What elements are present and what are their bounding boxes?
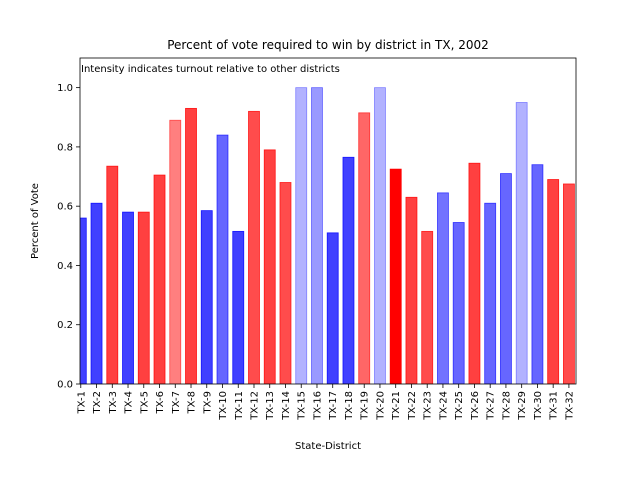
x-axis-title: State-District [295,441,361,452]
bar-TX-25 [452,222,465,384]
bar-TX-27 [484,202,497,384]
x-tick-label-TX-6: TX-6 [155,391,166,414]
x-tick-label-TX-11: TX-11 [234,391,245,421]
bar-TX-5 [137,211,150,384]
x-axis: TX-1 TX-2 TX-3 TX-4 TX-5 TX-6 TX-7 TX-8 TX-9 TX-1… [76,384,575,421]
y-axis-title: Percent of Vote [30,183,41,259]
bar-TX-4 [122,211,134,384]
bar-TX-12 [248,110,260,384]
x-tick-label-TX-18: TX-18 [344,391,355,421]
bar-TX-6 [153,174,166,384]
x-tick-label-TX-8: TX-8 [187,391,198,414]
x-tick-label-TX-7: TX-7 [171,391,182,414]
x-tick-label-TX-22: TX-22 [407,391,418,421]
bar-TX-15 [295,87,308,384]
bar-TX-24 [437,192,449,384]
x-tick-label-TX-29: TX-29 [517,391,528,421]
bar-TX-13 [263,149,276,384]
bar-TX-1 [80,217,87,384]
bar-TX-7 [169,119,182,384]
x-tick-label-TX-2: TX-2 [92,391,103,414]
x-tick-label-TX-21: TX-21 [391,391,402,421]
x-tick-label-TX-25: TX-25 [454,391,465,421]
bar-TX-14 [279,182,292,384]
y-tick-label: 1.0 [57,83,73,94]
y-tick-label: 0.8 [57,142,73,153]
bar-TX-28 [500,173,512,384]
bar-TX-30 [531,164,544,384]
x-tick-label-TX-1: TX-1 [76,391,87,414]
x-tick-label-TX-20: TX-20 [375,391,386,421]
bar-TX-3 [106,165,119,384]
x-tick-label-TX-12: TX-12 [249,391,260,421]
bar-TX-32 [563,183,575,384]
x-tick-label-TX-30: TX-30 [533,391,544,421]
bar-TX-20 [374,87,386,384]
x-tick-label-TX-19: TX-19 [360,391,371,421]
x-tick-label-TX-14: TX-14 [281,391,292,421]
bar-TX-29 [515,102,528,384]
bar-TX-16 [311,87,323,384]
bar-TX-17 [326,232,339,384]
bars-group [80,87,575,384]
y-tick-label: 0.2 [57,320,73,331]
x-tick-label-TX-5: TX-5 [139,391,150,414]
x-tick-label-TX-28: TX-28 [501,391,512,421]
x-tick-label-TX-15: TX-15 [297,391,308,421]
x-tick-label-TX-32: TX-32 [564,391,575,421]
x-tick-label-TX-9: TX-9 [202,391,213,414]
bar-TX-31 [547,179,560,384]
chart-annotation: Intensity indicates turnout relative to … [81,64,340,75]
bar-TX-21 [389,168,402,384]
x-tick-label-TX-17: TX-17 [328,391,339,421]
y-axis: 0.0 0.2 0.4 0.6 0.8 1.0 [57,83,80,391]
bar-TX-2 [90,202,103,384]
x-tick-label-TX-13: TX-13 [265,391,276,421]
bar-TX-18 [342,156,355,384]
y-tick-label: 0.6 [57,202,73,213]
bar-TX-9 [200,210,213,384]
x-tick-label-TX-24: TX-24 [438,391,449,421]
x-tick-label-TX-3: TX-3 [108,391,119,414]
bar-TX-26 [468,162,481,384]
y-tick-label: 0.0 [57,380,73,391]
x-tick-label-TX-23: TX-23 [423,391,434,421]
chart-title: Percent of vote required to win by distr… [167,38,489,52]
x-tick-label-TX-26: TX-26 [470,391,481,421]
bar-TX-19 [358,112,371,384]
plot-frame [79,57,577,385]
x-tick-label-TX-4: TX-4 [124,391,135,414]
x-tick-label-TX-27: TX-27 [486,391,497,421]
bar-TX-22 [405,196,418,384]
x-tick-label-TX-10: TX-10 [218,391,229,421]
x-tick-label-TX-16: TX-16 [312,391,323,421]
bar-TX-23 [421,230,434,384]
y-tick-label: 0.4 [57,261,73,272]
bar-TX-8 [185,107,197,384]
bar-TX-11 [232,230,245,384]
bar-TX-10 [216,134,229,384]
x-tick-label-TX-31: TX-31 [549,391,560,421]
